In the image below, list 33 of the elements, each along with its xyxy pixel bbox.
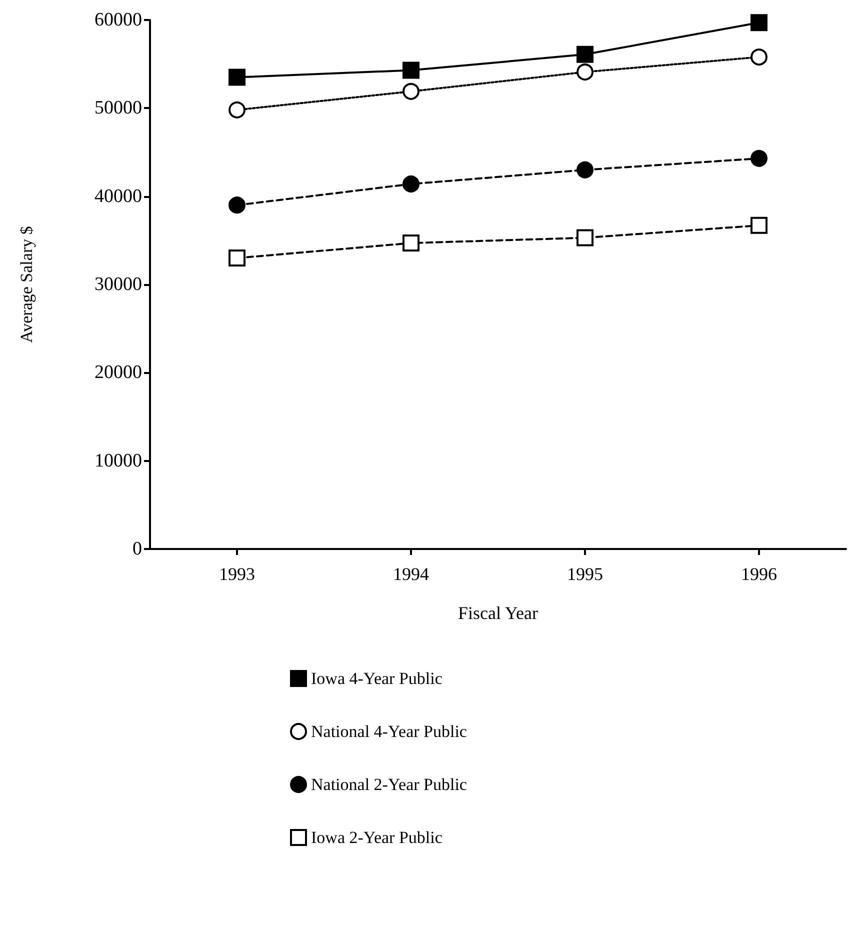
point [228,68,246,86]
x-tick-label: 1993 [219,564,255,584]
point [228,196,246,214]
point [750,48,768,66]
y-tick-label: 50000 [94,98,142,119]
point [750,216,768,234]
point [228,101,246,118]
point [402,82,420,100]
y-axis-title: Average Salary $ [17,226,36,343]
legend-label: National 4-Year Public [311,722,468,741]
y-tick-label: 10000 [94,450,142,472]
point [576,46,594,63]
y-tick-label: 0 [132,538,142,560]
point [402,175,420,192]
point [402,234,420,252]
point [576,64,594,81]
x-tick-label: 1995 [567,564,603,584]
x-tick-label: 1994 [393,564,429,584]
x-tick-label: 1996 [741,564,777,584]
point [750,150,768,167]
point [750,14,768,32]
legend-label: National 2-Year Public [311,775,468,794]
x-axis-title: Fiscal Year [458,603,538,623]
point [402,62,420,79]
point [228,250,246,267]
y-tick-label: 20000 [94,362,142,384]
y-tick-label: 30000 [94,274,142,295]
point [576,229,594,246]
point [576,161,594,178]
y-tick-label: 60000 [94,10,142,30]
legend-label: Iowa 4-Year Public [311,669,443,688]
legend-label: Iowa 2-Year Public [311,828,443,847]
y-tick-label: 40000 [94,186,142,207]
